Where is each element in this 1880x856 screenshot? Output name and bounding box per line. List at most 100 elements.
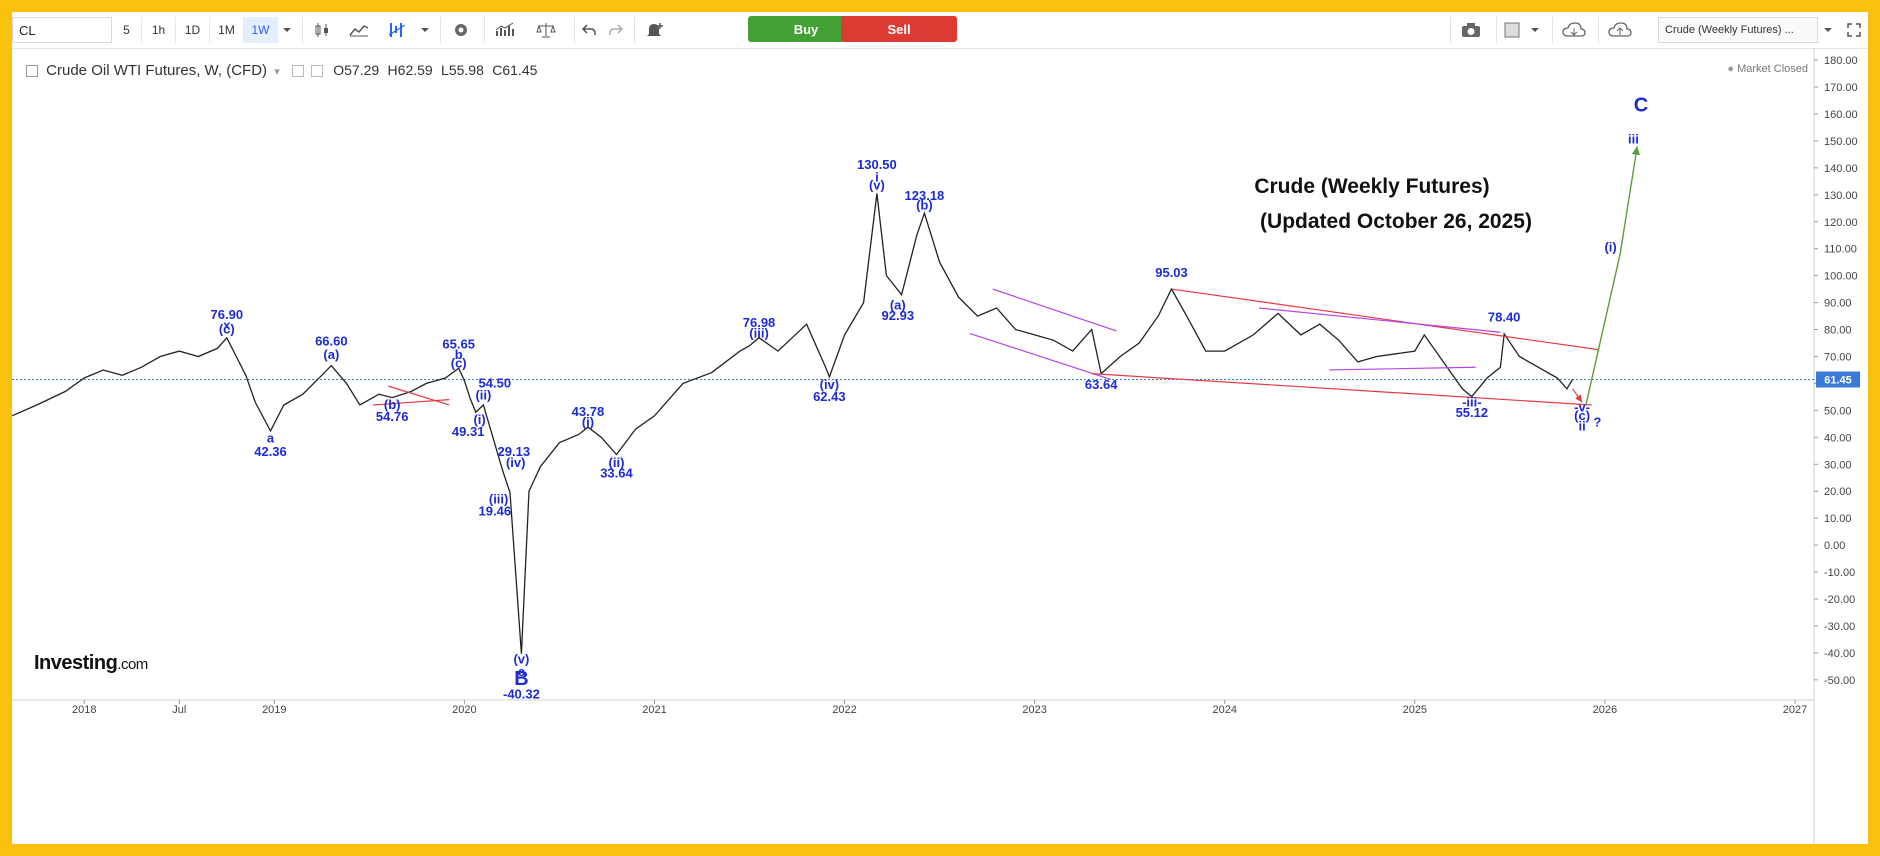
y-tick-label: 10.00	[1824, 513, 1852, 525]
projection-arrow-small[interactable]	[1572, 388, 1583, 403]
template-chevron-down-icon[interactable]	[1526, 17, 1544, 43]
investing-logo: Investing.com	[34, 652, 148, 674]
trendline[interactable]	[388, 385, 450, 406]
trendline[interactable]	[1258, 307, 1501, 333]
trendline[interactable]	[992, 288, 1117, 332]
wave-label: (i)	[473, 412, 485, 427]
interval-1w[interactable]: 1W	[244, 17, 278, 43]
y-tick-label: 110.00	[1824, 244, 1857, 256]
top-toolbar: CL 5 1h 1D 1M 1W	[12, 12, 1868, 49]
wave-label: (iv)	[820, 377, 840, 392]
legend-collapse-icon[interactable]	[26, 65, 38, 78]
wave-label: b	[455, 347, 463, 362]
wave-label: 95.03	[1155, 265, 1188, 280]
y-tick-label: 90.00	[1824, 298, 1852, 310]
bar-chart-icon[interactable]	[484, 17, 524, 43]
y-tick-label: 20.00	[1824, 486, 1852, 498]
wave-label: (iii)	[489, 491, 509, 506]
wave-label: -v-	[1574, 400, 1590, 415]
interval-chevron-down-icon[interactable]	[278, 17, 296, 43]
projection-arrow[interactable]	[1585, 146, 1641, 406]
trendline[interactable]	[1171, 288, 1600, 351]
symbol-input[interactable]: CL	[12, 17, 112, 43]
indicators-chevron-down-icon[interactable]	[416, 17, 434, 43]
camera-icon[interactable]	[1450, 17, 1490, 43]
wave-label: 54.76	[376, 409, 409, 424]
last-price-tag	[1816, 371, 1860, 388]
wave-label: 76.90	[211, 307, 244, 322]
wave-label: c	[518, 664, 525, 679]
wave-label: x	[223, 318, 231, 333]
y-tick-label: 170.00	[1824, 82, 1858, 94]
y-tick-label: 160.00	[1824, 109, 1858, 121]
y-tick-label: 180.00	[1824, 55, 1858, 67]
wave-label: 49.31	[452, 424, 485, 439]
wave-label: -iii-	[1462, 394, 1482, 409]
y-tick-label: 50.00	[1824, 405, 1852, 417]
y-tick-label: 80.00	[1824, 325, 1852, 337]
wave-label: (v)	[513, 652, 529, 667]
wave-label: (i)	[582, 415, 594, 430]
y-tick-label: 150.00	[1824, 136, 1858, 148]
fullscreen-icon[interactable]	[1842, 17, 1866, 43]
wave-label: ii	[1578, 419, 1585, 434]
trendline[interactable]	[373, 398, 450, 406]
interval-1h[interactable]: 1h	[142, 17, 176, 43]
layout-chevron-down-icon[interactable]	[1818, 17, 1838, 43]
x-tick-label: 2026	[1593, 704, 1617, 716]
y-tick-label: -40.00	[1824, 648, 1855, 660]
x-tick-label: 2020	[452, 704, 476, 716]
balance-scale-icon[interactable]	[526, 17, 566, 43]
wave-label: ?	[1593, 415, 1601, 430]
y-tick-label: 140.00	[1824, 163, 1858, 175]
wave-label: 55.12	[1456, 405, 1489, 420]
y-tick-label: -20.00	[1824, 594, 1855, 606]
x-tick-label: 2025	[1403, 704, 1427, 716]
y-tick-label: 40.00	[1824, 432, 1852, 444]
trendline[interactable]	[1329, 366, 1476, 371]
wave-label: 43.78	[572, 404, 605, 419]
wave-label: 76.98	[743, 315, 776, 330]
trendline[interactable]	[969, 333, 1111, 380]
wave-label: 78.40	[1488, 309, 1521, 324]
y-tick-label: 30.00	[1824, 459, 1852, 471]
sell-button[interactable]: Sell	[841, 16, 957, 42]
chart-template-icon[interactable]	[1496, 17, 1526, 43]
wave-label: 62.43	[813, 389, 846, 404]
cloud-download-icon[interactable]	[1552, 17, 1594, 43]
legend-chevron-down-icon[interactable]: ▾	[274, 66, 280, 78]
close-value: C61.45	[492, 62, 538, 78]
wave-label: (c)	[451, 355, 467, 370]
wave-label: (i)	[1604, 239, 1616, 254]
interval-5[interactable]: 5	[112, 17, 142, 43]
candlestick-icon[interactable]	[302, 17, 340, 43]
redo-icon[interactable]	[602, 17, 630, 43]
layout-name: Crude (Weekly Futures) ...	[1665, 24, 1794, 36]
wave-label: (c)	[219, 322, 235, 337]
chart-title: Crude (Weekly Futures)	[1254, 175, 1489, 198]
indicators-icon[interactable]	[378, 17, 416, 43]
cloud-upload-icon[interactable]	[1598, 17, 1640, 43]
x-tick-label: Jul	[172, 704, 186, 716]
undo-icon[interactable]	[574, 17, 602, 43]
interval-1d[interactable]: 1D	[176, 17, 210, 43]
ohlc-legend: Crude Oil WTI Futures, W, (CFD) ▾ O57.29…	[26, 62, 537, 79]
wave-label: 123.18	[905, 188, 945, 203]
price-chart[interactable]: 180.00 170.00 160.00 150.00 140.00 130.00 120.…	[12, 48, 1868, 844]
gear-icon[interactable]	[440, 17, 480, 43]
visibility-icon[interactable]	[291, 65, 304, 78]
chart-canvas[interactable]: 180.00 170.00 160.00 150.00 140.00 130.00 120.…	[12, 48, 1868, 844]
y-tick-label: 130.00	[1824, 190, 1858, 202]
settings-small-icon[interactable]	[311, 65, 324, 78]
x-tick-label: 2023	[1022, 704, 1046, 716]
interval-1m[interactable]: 1M	[210, 17, 244, 43]
wave-label: 42.36	[254, 444, 287, 459]
compare-icon[interactable]	[340, 17, 378, 43]
wave-label: 33.64	[600, 466, 633, 481]
trendline[interactable]	[1091, 373, 1592, 406]
layout-name-dropdown[interactable]: Crude (Weekly Futures) ...	[1658, 17, 1818, 43]
wave-label: (ii)	[609, 455, 625, 470]
y-tick-label: -10.00	[1824, 567, 1855, 579]
alert-icon[interactable]	[634, 17, 674, 43]
high-value: H62.59	[387, 62, 433, 78]
